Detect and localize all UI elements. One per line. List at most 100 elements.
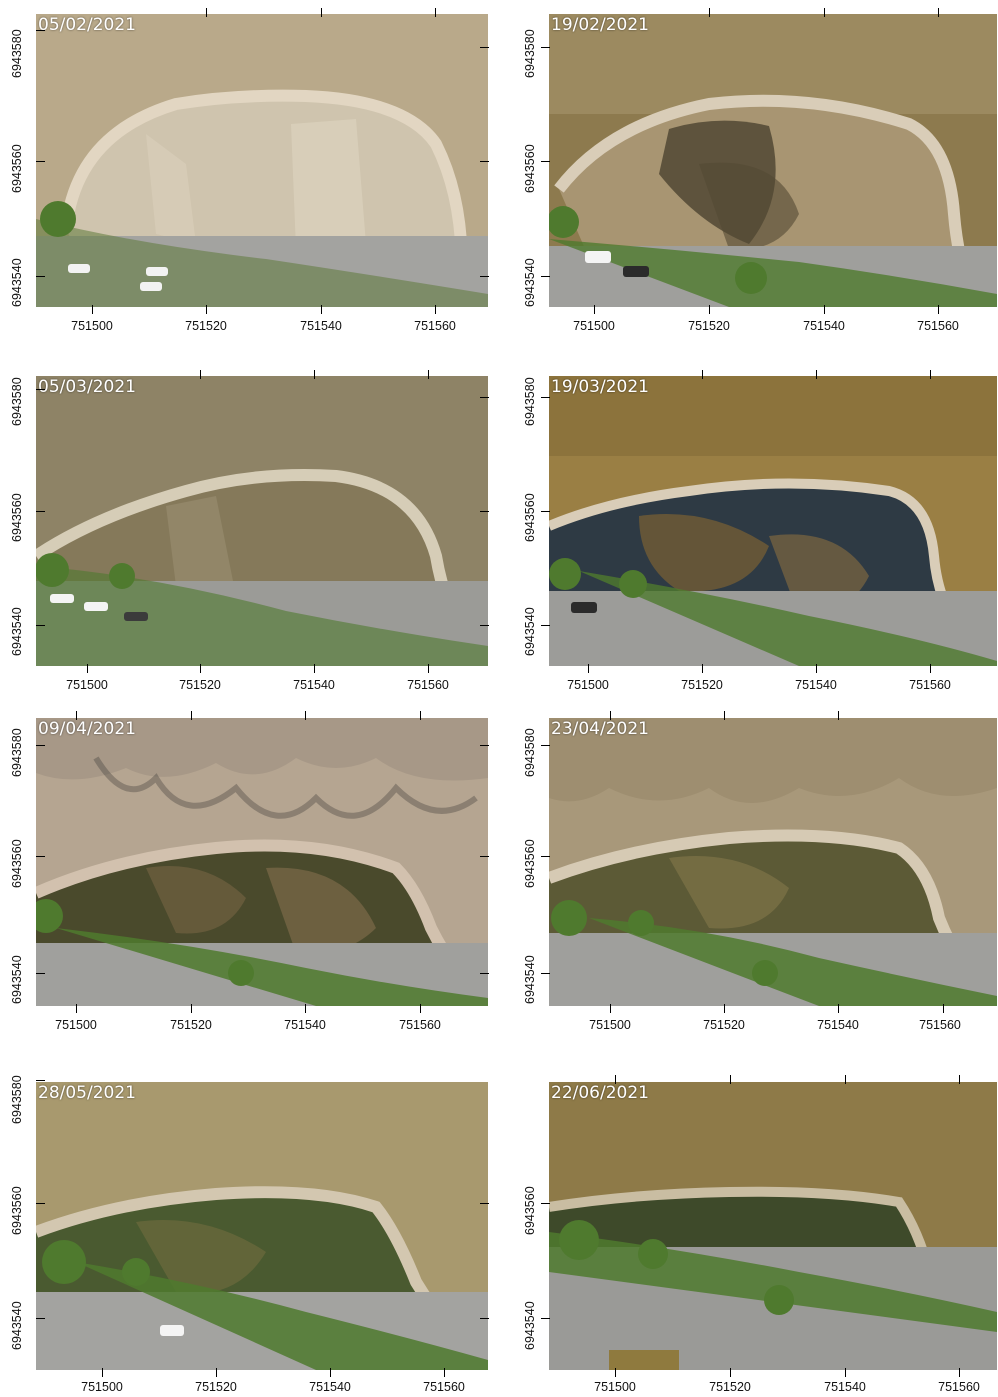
x-tick-mark [709, 8, 710, 17]
date-label: 09/04/2021 [38, 719, 136, 739]
x-tick-mark [76, 711, 77, 720]
x-tick-mark [76, 1004, 77, 1013]
x-tick-mark [816, 370, 817, 379]
x-tick-mark [845, 1075, 846, 1084]
x-tick-mark [838, 1004, 839, 1013]
y-tick-mark [36, 30, 45, 31]
x-tick-label: 751520 [195, 1380, 237, 1394]
aerial-photo [36, 376, 488, 666]
y-tick-mark [36, 276, 45, 277]
y-tick-mark [36, 745, 45, 746]
x-tick-label: 751520 [179, 678, 221, 692]
y-tick-label: 6943580 [523, 29, 537, 78]
x-tick-mark [206, 8, 207, 17]
x-tick-mark [444, 1368, 445, 1377]
x-tick-mark [938, 8, 939, 17]
map-panel-3: 05/03/2021 751500 751520 751540 751560 6… [0, 360, 495, 700]
y-tick-label: 6943560 [523, 839, 537, 888]
x-tick-label: 751500 [567, 678, 609, 692]
aerial-image: 28/05/2021 [36, 1082, 488, 1370]
date-label: 22/06/2021 [551, 1083, 649, 1103]
x-tick-label: 751560 [407, 678, 449, 692]
x-tick-mark [428, 664, 429, 673]
aerial-photo [549, 1082, 997, 1370]
x-tick-mark [845, 1368, 846, 1377]
y-tick-mark [541, 47, 550, 48]
x-tick-mark [838, 711, 839, 720]
x-tick-mark [305, 1004, 306, 1013]
y-tick-label: 6943580 [10, 29, 24, 78]
x-tick-label: 751560 [423, 1380, 465, 1394]
x-tick-mark [321, 8, 322, 17]
y-tick-mark [36, 1318, 45, 1319]
x-tick-label: 751500 [66, 678, 108, 692]
x-tick-mark [191, 711, 192, 720]
x-tick-mark [594, 305, 595, 314]
x-tick-mark [730, 1075, 731, 1084]
map-panel-4: 19/03/2021 751500 751520 751540 751560 6… [503, 360, 998, 700]
date-label: 19/02/2021 [551, 15, 649, 35]
y-tick-label: 6943540 [523, 258, 537, 307]
x-tick-mark [824, 8, 825, 17]
x-tick-label: 751520 [703, 1018, 745, 1032]
y-tick-label: 6943560 [523, 493, 537, 542]
y-tick-label: 6943540 [10, 955, 24, 1004]
y-tick-label: 6943540 [10, 1301, 24, 1350]
x-tick-mark [200, 664, 201, 673]
y-tick-mark [480, 397, 489, 398]
x-tick-label: 751500 [589, 1018, 631, 1032]
y-tick-label: 6943560 [10, 839, 24, 888]
map-panel-6: 23/04/2021 751500 751520 751540 751560 6… [503, 705, 998, 1045]
x-tick-mark [959, 1368, 960, 1377]
x-tick-label: 751540 [803, 319, 845, 333]
aerial-image: 05/03/2021 [36, 376, 488, 666]
map-panel-1: 05/02/2021 751500 751520 751540 751560 6… [0, 0, 495, 340]
date-label: 05/02/2021 [38, 15, 136, 35]
y-tick-mark [541, 1203, 550, 1204]
x-tick-label: 751500 [81, 1380, 123, 1394]
y-tick-label: 6943560 [523, 1186, 537, 1235]
map-panel-8: 22/06/2021 751500 751520 751540 751560 6… [503, 1060, 998, 1397]
aerial-photo [549, 14, 997, 307]
date-label: 19/03/2021 [551, 377, 649, 397]
x-tick-mark [200, 370, 201, 379]
x-tick-mark [724, 711, 725, 720]
map-panel-2: 19/02/2021 751500 751520 751540 751560 6… [503, 0, 998, 340]
x-tick-mark [87, 664, 88, 673]
map-panel-7: 28/05/2021 751500 751520 751540 751560 6… [0, 1060, 495, 1397]
y-tick-mark [36, 389, 45, 390]
x-tick-mark [216, 1368, 217, 1377]
aerial-image: 19/03/2021 [549, 376, 997, 666]
aerial-photo [549, 718, 997, 1006]
x-tick-mark [420, 711, 421, 720]
y-tick-mark [480, 47, 489, 48]
x-tick-mark [102, 1368, 103, 1377]
x-tick-mark [330, 1368, 331, 1377]
x-tick-label: 751560 [414, 319, 456, 333]
x-tick-mark [959, 1075, 960, 1084]
x-tick-label: 751520 [681, 678, 723, 692]
y-tick-mark [480, 973, 489, 974]
x-tick-mark [615, 1075, 616, 1084]
y-tick-mark [480, 511, 489, 512]
x-tick-label: 751540 [293, 678, 335, 692]
date-label: 23/04/2021 [551, 719, 649, 739]
x-tick-label: 751540 [817, 1018, 859, 1032]
aerial-photo [549, 376, 997, 666]
y-tick-mark [36, 161, 45, 162]
date-label: 28/05/2021 [38, 1083, 136, 1103]
x-tick-mark [92, 305, 93, 314]
y-tick-label: 6943540 [523, 607, 537, 656]
y-tick-mark [541, 161, 550, 162]
aerial-photo [36, 14, 488, 307]
x-tick-mark [610, 711, 611, 720]
x-tick-mark [191, 1004, 192, 1013]
aerial-image: 22/06/2021 [549, 1082, 997, 1370]
x-tick-label: 751540 [824, 1380, 866, 1394]
y-tick-label: 6943540 [10, 258, 24, 307]
y-tick-mark [480, 625, 489, 626]
x-tick-mark [314, 370, 315, 379]
x-tick-label: 751560 [917, 319, 959, 333]
y-tick-mark [36, 511, 45, 512]
y-tick-mark [541, 1318, 550, 1319]
